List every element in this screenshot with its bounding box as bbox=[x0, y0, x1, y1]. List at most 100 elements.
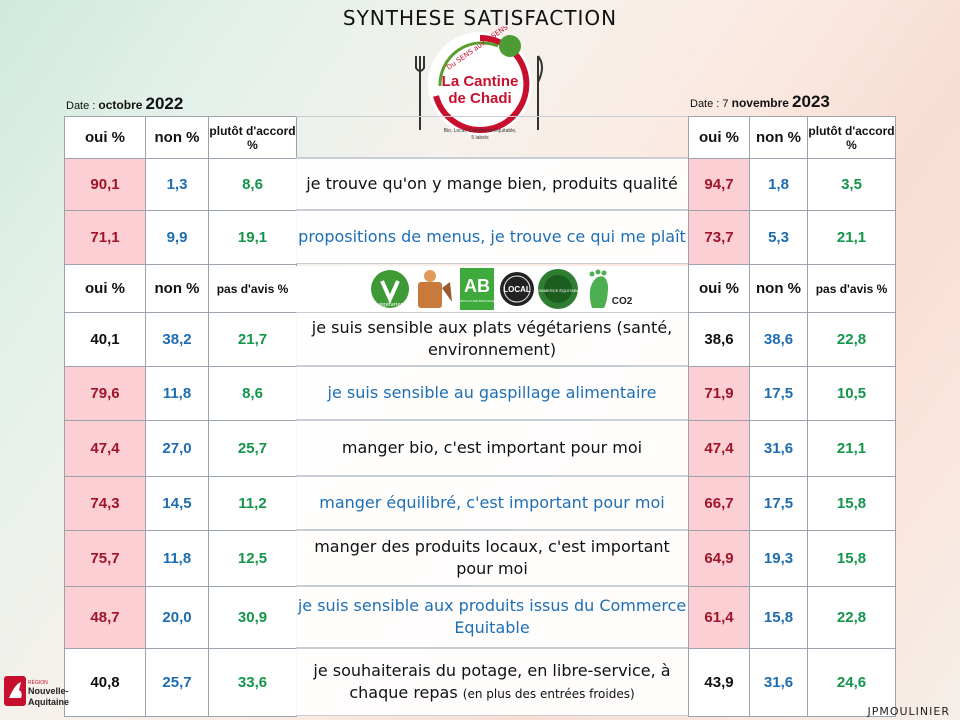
table-row: 40,1 38,2 21,7 bbox=[64, 312, 297, 367]
value-acc: 33,6 bbox=[208, 648, 297, 717]
table-row: 71,9 17,5 10,5 bbox=[688, 366, 896, 421]
header-non: non % bbox=[749, 264, 808, 313]
table-row: 74,3 14,5 11,2 bbox=[64, 476, 297, 531]
svg-text:Bio, Local, Commerce Equitable: Bio, Local, Commerce Equitable, bbox=[444, 128, 517, 134]
svg-text:RÉGION: RÉGION bbox=[28, 679, 48, 686]
question-text: manger équilibré, c'est important pour m… bbox=[319, 493, 665, 512]
svg-text:LOCAL: LOCAL bbox=[503, 285, 531, 294]
question-text: propositions de menus, je trouve ce qui … bbox=[298, 227, 686, 246]
value-acc: 12,5 bbox=[208, 530, 297, 587]
value-non: 14,5 bbox=[145, 476, 209, 531]
value-acc: 21,1 bbox=[807, 210, 896, 265]
value-acc: 22,8 bbox=[807, 312, 896, 367]
table-row: 73,7 5,3 21,1 bbox=[688, 210, 896, 265]
ab-bio-icon: AB AGRICULTURE BIOLOGIQUE bbox=[457, 268, 498, 310]
value-acc: 11,2 bbox=[208, 476, 297, 531]
table-row: 94,7 1,8 3,5 bbox=[688, 158, 896, 211]
question-cell bbox=[296, 586, 688, 648]
region-nouvelle-aquitaine-logo: RÉGION Nouvelle- Aquitaine bbox=[4, 676, 69, 707]
value-non: 31,6 bbox=[749, 648, 808, 717]
header-third: pas d'avis % bbox=[807, 264, 896, 313]
value-acc: 15,8 bbox=[807, 530, 896, 587]
table-row: 47,4 31,6 21,1 bbox=[688, 420, 896, 477]
table-row: 75,7 11,8 12,5 bbox=[64, 530, 297, 587]
value-non: 19,3 bbox=[749, 530, 808, 587]
svg-text:végétarien: végétarien bbox=[377, 301, 404, 308]
value-non: 20,0 bbox=[145, 586, 209, 649]
table-row: 71,1 9,9 19,1 bbox=[64, 210, 297, 265]
value-non: 17,5 bbox=[749, 366, 808, 421]
value-non: 11,8 bbox=[145, 530, 209, 587]
value-oui: 40,1 bbox=[64, 312, 146, 367]
question-cell bbox=[296, 158, 688, 210]
svg-text:AB: AB bbox=[464, 276, 490, 296]
value-oui: 47,4 bbox=[64, 420, 146, 477]
label-icons-row: végétarien AB AGRICULTURE BIOLOGIQUE LOC… bbox=[296, 266, 688, 312]
author-signature: JPMOULINIER bbox=[867, 705, 950, 718]
svg-text:Aquitaine: Aquitaine bbox=[28, 697, 69, 707]
value-non: 38,6 bbox=[749, 312, 808, 367]
svg-text:CO2: CO2 bbox=[612, 296, 633, 307]
svg-text:COMMERCE ÉQUITABLE: COMMERCE ÉQUITABLE bbox=[534, 288, 581, 293]
value-non: 5,3 bbox=[749, 210, 808, 265]
header-row: oui % non % pas d'avis % bbox=[64, 264, 297, 313]
table-row: 48,7 20,0 30,9 bbox=[64, 586, 297, 649]
header-third: pas d'avis % bbox=[208, 264, 297, 313]
table-row: 40,8 25,7 33,6 bbox=[64, 648, 297, 717]
value-non: 11,8 bbox=[145, 366, 209, 421]
question-note: (en plus des entrées froides) bbox=[462, 686, 635, 701]
value-non: 15,8 bbox=[749, 586, 808, 649]
svg-text:5 labels: 5 labels bbox=[471, 135, 489, 141]
value-oui: 73,7 bbox=[688, 210, 750, 265]
value-oui: 75,7 bbox=[64, 530, 146, 587]
value-oui: 64,9 bbox=[688, 530, 750, 587]
value-oui: 94,7 bbox=[688, 158, 750, 211]
header-oui: oui % bbox=[688, 264, 750, 313]
table-row: 43,9 31,6 24,6 bbox=[688, 648, 896, 717]
value-acc: 15,8 bbox=[807, 476, 896, 531]
question-text: manger bio, c'est important pour moi bbox=[341, 438, 643, 457]
logo-line1: La Cantine bbox=[442, 73, 519, 90]
value-oui: 61,4 bbox=[688, 586, 750, 649]
table-row: 47,4 27,0 25,7 bbox=[64, 420, 297, 477]
table-row: 66,7 17,5 15,8 bbox=[688, 476, 896, 531]
question-cell bbox=[296, 530, 688, 586]
value-acc: 10,5 bbox=[807, 366, 896, 421]
question-cell bbox=[296, 312, 688, 366]
value-oui: 48,7 bbox=[64, 586, 146, 649]
value-oui: 38,6 bbox=[688, 312, 750, 367]
header-oui: oui % bbox=[64, 264, 146, 313]
value-non: 1,8 bbox=[749, 158, 808, 211]
table-row: 90,1 1,3 8,6 bbox=[64, 158, 297, 211]
question-cell bbox=[296, 210, 688, 264]
value-oui: 74,3 bbox=[64, 476, 146, 531]
question-text: je suis sensible aux produits issus du C… bbox=[297, 596, 687, 637]
value-non: 38,2 bbox=[145, 312, 209, 367]
question-text: manger des produits locaux, c'est import… bbox=[314, 537, 670, 578]
header-row: oui % non % plutôt d'accord % bbox=[688, 116, 896, 159]
question-cell bbox=[296, 366, 688, 420]
value-non: 31,6 bbox=[749, 420, 808, 477]
value-oui: 71,9 bbox=[688, 366, 750, 421]
value-acc: 8,6 bbox=[208, 366, 297, 421]
header-non: non % bbox=[145, 264, 209, 313]
value-acc: 21,7 bbox=[208, 312, 297, 367]
value-non: 27,0 bbox=[145, 420, 209, 477]
value-acc: 8,6 bbox=[208, 158, 297, 211]
header-non: non % bbox=[749, 116, 808, 159]
table-row: 64,9 19,3 15,8 bbox=[688, 530, 896, 587]
value-oui: 79,6 bbox=[64, 366, 146, 421]
value-oui: 43,9 bbox=[688, 648, 750, 717]
question-text: je souhaiterais du potage, en libre-serv… bbox=[313, 660, 671, 702]
value-acc: 3,5 bbox=[807, 158, 896, 211]
value-oui: 90,1 bbox=[64, 158, 146, 211]
left-date: Date : octobre 2022 bbox=[66, 94, 184, 113]
compost-icon bbox=[418, 270, 452, 308]
value-oui: 66,7 bbox=[688, 476, 750, 531]
header-third: plutôt d'accord % bbox=[208, 116, 297, 159]
header-row: oui % non % plutôt d'accord % bbox=[64, 116, 297, 159]
value-oui: 47,4 bbox=[688, 420, 750, 477]
local-icon: LOCAL bbox=[500, 272, 534, 306]
table-2023: oui % non % plutôt d'accord % 94,7 1,8 3,5 73,… bbox=[688, 116, 896, 717]
svg-text:AGRICULTURE BIOLOGIQUE: AGRICULTURE BIOLOGIQUE bbox=[457, 299, 498, 303]
